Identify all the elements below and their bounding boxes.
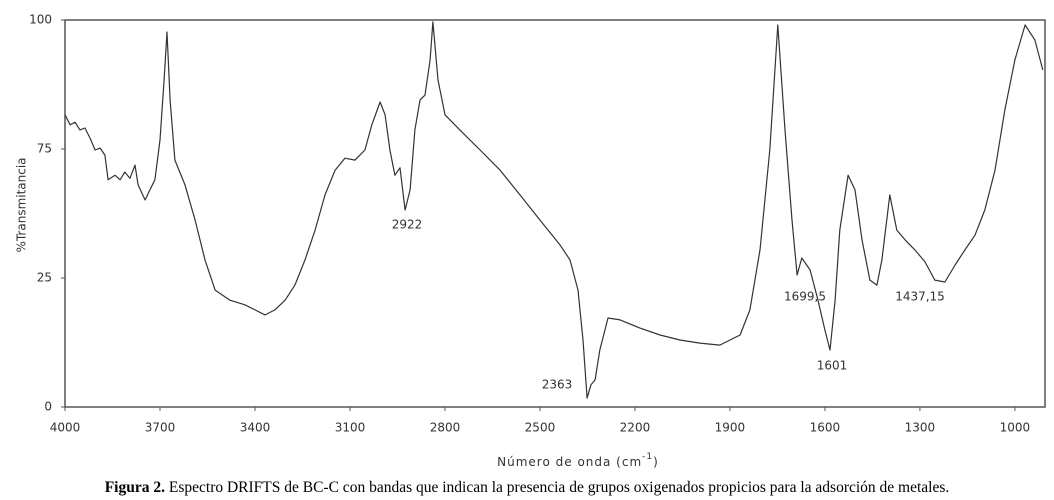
y-axis-label: %Transmitancia	[15, 157, 29, 252]
x-tick-label: 1000	[1000, 421, 1031, 435]
caption-text: Espectro DRIFTS de BC-C con bandas que i…	[169, 479, 949, 496]
x-tick-label: 1900	[715, 421, 746, 435]
x-tick-label: 4000	[50, 421, 81, 435]
x-tick-label: 3400	[240, 421, 271, 435]
x-axis-label-end: )	[653, 455, 659, 469]
x-tick-label: 2800	[430, 421, 461, 435]
x-tick-label: 2200	[620, 421, 651, 435]
plot-frame	[64, 19, 1046, 408]
y-tick-label: 0	[44, 400, 52, 414]
y-tick-label: 25	[37, 271, 52, 285]
x-axis-label-text: Número de onda (cm	[497, 455, 642, 469]
peak-annotation: 1437,15	[895, 290, 945, 304]
y-tick-label: 75	[37, 141, 52, 155]
peak-annotation: 2922	[392, 218, 423, 232]
peak-annotation: 2363	[542, 378, 573, 392]
x-axis-label: Número de onda (cm-1)	[497, 452, 659, 469]
caption-label: Figura 2.	[105, 479, 165, 496]
x-axis-label-sup: -1	[642, 452, 653, 462]
peak-annotation: 1699,5	[784, 290, 826, 304]
x-tick-label: 3100	[335, 421, 366, 435]
y-tick-label: 100	[29, 13, 52, 27]
x-tick-label: 1600	[810, 421, 841, 435]
caption: Figura 2. Espectro DRIFTS de BC-C con ba…	[105, 479, 950, 496]
spectrum-line	[64, 21, 1044, 399]
x-tick-label: 1300	[905, 421, 936, 435]
x-tick-label: 2500	[525, 421, 556, 435]
x-tick-label: 3700	[145, 421, 176, 435]
peak-annotation: 1601	[817, 359, 848, 373]
